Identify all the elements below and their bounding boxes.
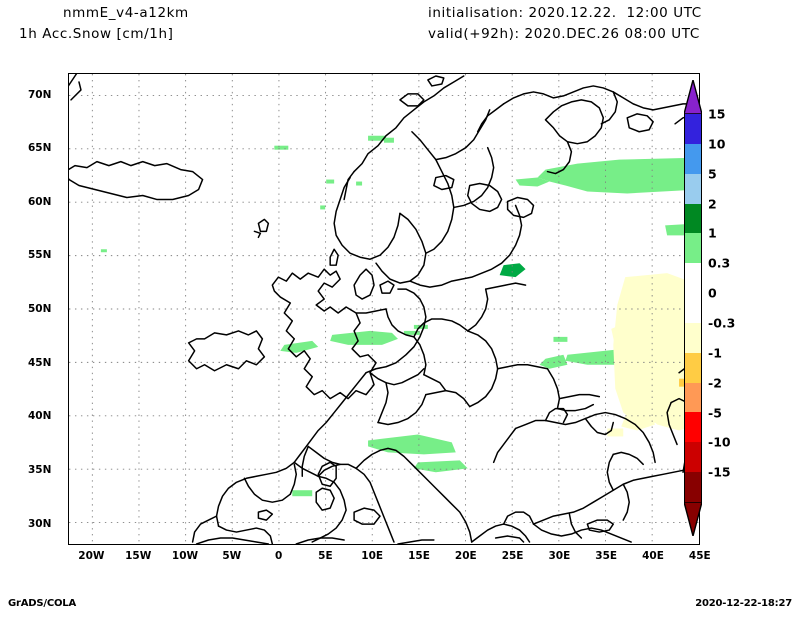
valid-time-label: valid(+92h): 2020.DEC.26 08:00 UTC	[428, 26, 700, 42]
snow-speck-sweden-1	[320, 205, 326, 210]
colorbar-label-neg03: -0.3	[708, 315, 736, 331]
lon-tick-0: 0	[274, 550, 283, 562]
colorbar-label-neg2: -2	[708, 375, 722, 391]
snow-region-carpathians-2	[539, 354, 568, 369]
snow-speck-norway-4	[274, 145, 289, 150]
snow-speck-norway-1	[384, 137, 394, 143]
snow-region-alps-east	[403, 330, 420, 335]
snow-region-apennines	[292, 490, 313, 497]
gridlines	[69, 74, 699, 544]
colorbar-bands	[684, 114, 702, 502]
colorbar-label-0: 0	[708, 285, 717, 301]
colorbar-band-neg2-neg1	[685, 352, 701, 383]
lat-tick-40N: 40N	[28, 410, 52, 423]
lat-tick-45N: 45N	[28, 356, 52, 369]
lat-tick-60N: 60N	[28, 195, 52, 208]
colorbar-label-10: 10	[708, 136, 726, 152]
lat-tick-30N: 30N	[28, 517, 52, 530]
lon-tick-15W: 15W	[125, 550, 152, 562]
colorbar-band-5-10	[685, 143, 701, 174]
field-name-label: 1h Acc.Snow [cm/1h]	[19, 26, 174, 42]
snow-region-nw-russia-tail	[515, 177, 550, 187]
colorbar-band-neg5-neg2	[685, 382, 701, 413]
colorbar-band-neg03-0	[685, 293, 701, 323]
snow-region-alps-west	[280, 340, 319, 353]
colorbar-label-neg10: -10	[708, 434, 731, 450]
lon-tick-5E: 5E	[318, 550, 333, 562]
melt-region-georgia	[621, 412, 656, 431]
colorbar-band-0-03	[685, 263, 701, 294]
lat-tick-35N: 35N	[28, 463, 52, 476]
colorbar-band-below-neg15	[685, 472, 701, 502]
model-name-label: nmmE_v4-a12km	[63, 5, 189, 21]
lon-tick-10W: 10W	[171, 550, 199, 562]
colorbar-label-neg15: -15	[708, 464, 731, 480]
colorbar-band-03-1	[685, 233, 701, 264]
snow-region-carpathians-3	[553, 336, 568, 342]
data-field-shading	[100, 135, 699, 497]
lat-tick-65N: 65N	[28, 142, 52, 155]
snow-region-dinaric-1	[368, 434, 456, 455]
lon-tick-20W: 20W	[78, 550, 105, 562]
colorbar-cap-top	[684, 80, 702, 114]
lon-tick-30E: 30E	[548, 550, 571, 562]
snow-speck-finland-1	[368, 135, 386, 141]
melt-region-caucasus-n	[663, 386, 682, 397]
colorbar-label-15: 15	[708, 106, 726, 122]
colorbar-band-1-2	[685, 203, 701, 234]
lon-tick-5W: 5W	[222, 550, 242, 562]
colorbar-label-neg5: -5	[708, 405, 722, 420]
snow-region-dinaric-2	[413, 460, 468, 473]
footer-attribution: GrADS/COLA	[8, 598, 76, 609]
snow-speck-norway-2	[326, 179, 335, 184]
coastlines	[69, 74, 699, 544]
colorbar-label-neg1: -1	[708, 345, 722, 361]
colorbar-label-03: 0.3	[708, 255, 731, 271]
colorbar-label-1: 1	[708, 225, 717, 241]
colorbar-label-5: 5	[708, 166, 717, 182]
snow-speck-iceland	[100, 249, 107, 253]
lon-tick-25E: 25E	[501, 550, 524, 562]
map-canvas	[69, 74, 699, 544]
map-plot-area	[68, 73, 700, 545]
melt-region-turkey-ne	[607, 428, 624, 437]
lon-tick-45E: 45E	[688, 550, 711, 562]
snow-speck-norway-3	[356, 181, 363, 186]
colorbar-label-2: 2	[708, 196, 717, 212]
lon-tick-40E: 40E	[642, 550, 664, 562]
colorbar-band-neg10-neg5	[685, 412, 701, 443]
colorbar: 15 10 5 2 1 0.3 0 -0.3 -1 -2 -5 -10 -15	[684, 80, 735, 540]
snow-region-nw-russia	[537, 157, 699, 194]
colorbar-band-neg1-neg03	[685, 322, 701, 353]
footer-timestamp: 2020-12-22-18:27	[695, 598, 792, 609]
initialisation-label: initialisation: 2020.12.22. 12:00 UTC	[428, 5, 702, 21]
colorbar-band-10-15	[685, 114, 701, 144]
lon-tick-15E: 15E	[408, 550, 430, 562]
lat-tick-55N: 55N	[28, 249, 52, 262]
lon-tick-35E: 35E	[595, 550, 618, 562]
lat-tick-70N: 70N	[28, 88, 52, 101]
melt-region-volga-west	[611, 322, 630, 347]
colorbar-band-neg15-neg10	[685, 442, 701, 473]
lon-tick-20E: 20E	[454, 550, 477, 562]
lon-tick-10E: 10E	[361, 550, 384, 562]
colorbar-cap-bottom	[684, 502, 702, 536]
snow-region-russia-patch	[499, 263, 526, 278]
snow-region-alps-main	[330, 330, 398, 345]
colorbar-band-2-5	[685, 173, 701, 204]
lat-tick-50N: 50N	[28, 303, 52, 315]
